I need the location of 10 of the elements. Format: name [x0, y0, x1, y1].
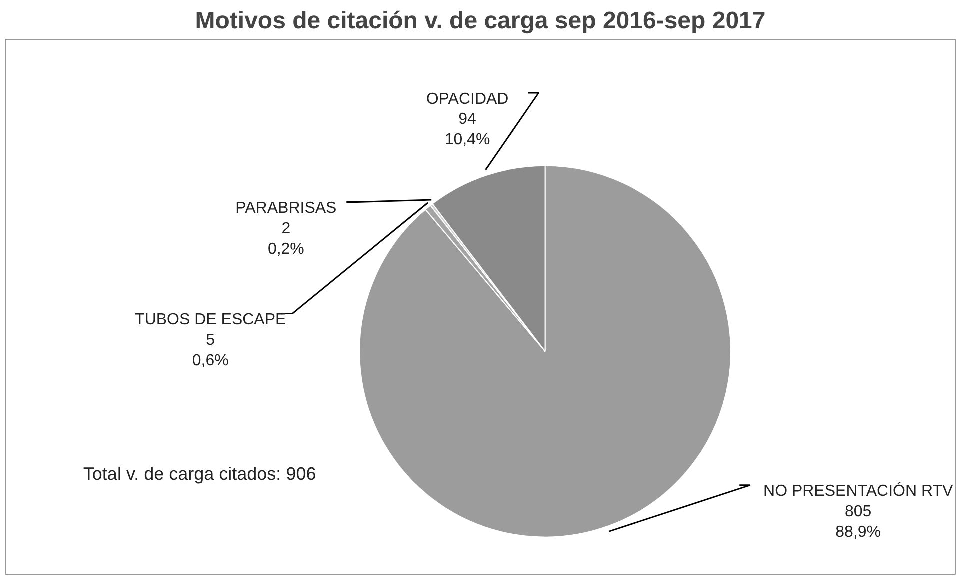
slice-label: NO PRESENTACIÓN RTV — [764, 482, 954, 500]
data-label: 5 0,6% — [192, 332, 229, 370]
slice-label: PARABRISAS — [236, 200, 337, 218]
slice-label: OPACIDAD — [426, 90, 509, 108]
data-label: 805 88,9% — [836, 504, 882, 541]
slice-label: TUBOS DE ESCAPE — [135, 312, 286, 329]
data-label: 2 0,2% — [268, 220, 304, 258]
text: Total v. de carga citados: 906 — [83, 464, 316, 484]
chart-title: Motivos de citación v. de carga sep 2016-sep 2017 — [195, 8, 766, 34]
data-label: 94 10,4% — [444, 111, 490, 149]
